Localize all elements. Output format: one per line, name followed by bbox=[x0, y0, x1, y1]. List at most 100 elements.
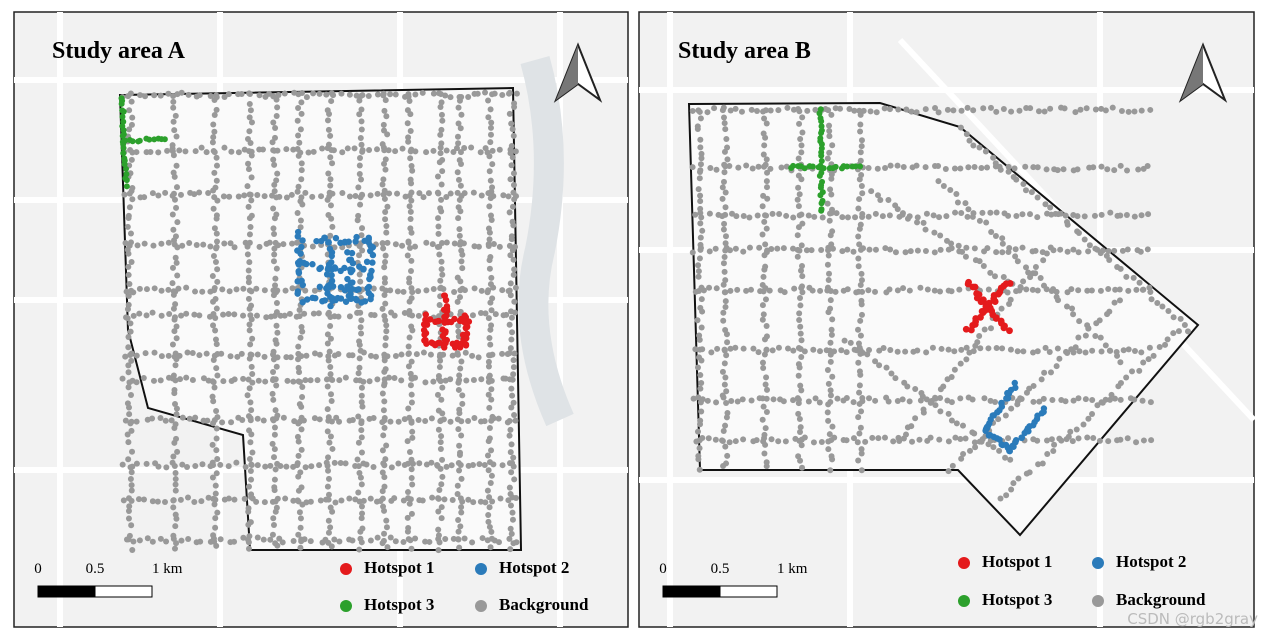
point bbox=[407, 267, 414, 274]
point bbox=[294, 117, 301, 124]
point bbox=[843, 437, 850, 444]
scale-segment bbox=[662, 585, 721, 598]
point bbox=[408, 510, 415, 517]
point bbox=[816, 172, 823, 179]
point bbox=[170, 291, 177, 298]
point bbox=[698, 150, 705, 157]
point bbox=[173, 411, 180, 418]
point bbox=[471, 414, 478, 421]
point bbox=[356, 364, 363, 371]
point bbox=[199, 461, 206, 468]
point bbox=[249, 379, 256, 386]
point bbox=[470, 377, 477, 384]
point bbox=[1025, 269, 1032, 276]
point bbox=[295, 420, 302, 427]
point bbox=[872, 210, 879, 217]
point bbox=[1145, 211, 1152, 218]
point bbox=[712, 245, 719, 252]
point bbox=[437, 445, 444, 452]
point bbox=[408, 189, 415, 196]
point bbox=[763, 178, 770, 185]
point bbox=[220, 311, 227, 318]
point bbox=[172, 470, 179, 477]
point bbox=[415, 417, 422, 424]
point bbox=[119, 375, 126, 382]
point bbox=[172, 350, 179, 357]
point bbox=[283, 463, 290, 470]
point bbox=[489, 498, 496, 505]
point bbox=[508, 120, 515, 127]
point bbox=[507, 426, 514, 433]
point bbox=[294, 433, 301, 440]
point bbox=[722, 298, 729, 305]
point bbox=[754, 108, 761, 115]
point bbox=[1008, 405, 1015, 412]
point bbox=[204, 417, 211, 424]
point bbox=[1034, 164, 1041, 171]
point bbox=[124, 306, 131, 313]
point bbox=[405, 405, 412, 412]
point bbox=[425, 190, 432, 197]
point bbox=[246, 215, 253, 222]
point bbox=[127, 352, 134, 359]
point bbox=[1111, 247, 1118, 254]
point bbox=[191, 499, 198, 506]
point bbox=[245, 545, 252, 552]
point bbox=[506, 287, 513, 294]
point bbox=[273, 194, 280, 201]
point bbox=[271, 431, 278, 438]
point bbox=[500, 192, 507, 199]
point bbox=[900, 163, 907, 170]
point bbox=[1041, 369, 1048, 376]
point bbox=[383, 442, 390, 449]
point bbox=[419, 497, 426, 504]
point bbox=[346, 91, 353, 98]
point bbox=[828, 209, 835, 216]
point bbox=[261, 193, 268, 200]
point bbox=[129, 463, 136, 470]
point bbox=[784, 345, 791, 352]
point bbox=[1081, 213, 1088, 220]
point bbox=[1147, 289, 1154, 296]
point bbox=[275, 92, 282, 99]
point bbox=[855, 326, 862, 333]
point bbox=[826, 431, 833, 438]
point bbox=[805, 212, 812, 219]
point bbox=[1044, 437, 1051, 444]
point bbox=[844, 163, 851, 170]
point bbox=[748, 397, 755, 404]
point bbox=[136, 285, 143, 292]
point bbox=[297, 524, 304, 531]
point bbox=[313, 237, 320, 245]
point bbox=[1002, 454, 1009, 461]
point bbox=[1048, 288, 1055, 295]
point bbox=[166, 311, 173, 318]
point bbox=[271, 188, 278, 195]
point bbox=[126, 411, 133, 418]
point bbox=[383, 223, 390, 230]
point bbox=[850, 248, 857, 255]
point bbox=[436, 364, 443, 371]
point bbox=[125, 215, 132, 222]
point bbox=[248, 197, 255, 204]
point bbox=[952, 209, 959, 216]
point bbox=[696, 346, 703, 353]
point bbox=[220, 193, 227, 200]
point bbox=[246, 231, 253, 238]
point bbox=[422, 311, 429, 318]
point bbox=[271, 230, 278, 237]
point bbox=[485, 511, 492, 518]
point bbox=[428, 459, 435, 466]
point bbox=[695, 288, 702, 295]
point bbox=[409, 327, 416, 334]
point bbox=[383, 328, 390, 335]
point bbox=[302, 377, 309, 384]
point bbox=[1129, 368, 1136, 375]
point bbox=[221, 240, 228, 247]
point bbox=[460, 336, 467, 343]
point bbox=[761, 351, 768, 358]
point bbox=[144, 535, 151, 542]
point bbox=[289, 285, 296, 292]
point bbox=[143, 286, 150, 293]
point bbox=[488, 386, 495, 393]
